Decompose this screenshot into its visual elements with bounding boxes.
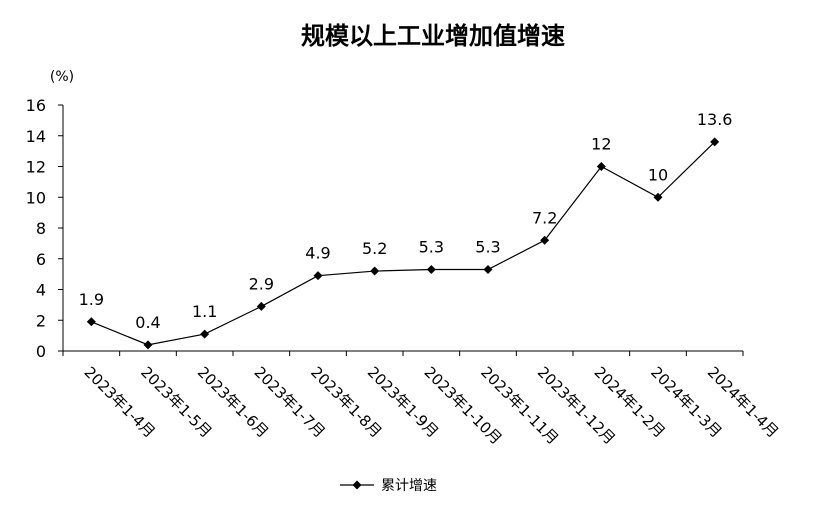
data-point bbox=[313, 271, 323, 281]
data-label: 10 bbox=[648, 165, 668, 184]
y-tick-label: 6 bbox=[36, 250, 46, 269]
legend-marker-icon bbox=[352, 480, 362, 490]
y-tick-label: 12 bbox=[26, 158, 46, 177]
y-tick-label: 10 bbox=[26, 188, 46, 207]
series-cumulative-growth bbox=[86, 137, 720, 350]
y-axis-unit: (%) bbox=[50, 69, 74, 85]
data-point bbox=[256, 301, 266, 311]
data-point bbox=[596, 162, 606, 171]
data-point bbox=[426, 265, 436, 275]
data-labels: 1.9 0.4 1.1 2.9 4.9 5.2 5.3 5.3 7.2 12 10 13.6 bbox=[79, 110, 733, 332]
legend: 累计增速 bbox=[340, 478, 437, 494]
data-label: 5.2 bbox=[362, 239, 387, 258]
y-tick-label: 8 bbox=[36, 219, 46, 238]
chart-title: 规模以上工业增加值增速 bbox=[301, 21, 565, 50]
y-tick-labels: 0 2 4 6 8 10 12 14 16 bbox=[26, 96, 46, 361]
y-tick-label: 14 bbox=[26, 127, 46, 146]
axes bbox=[58, 104, 744, 356]
data-label: 7.2 bbox=[532, 208, 557, 227]
series-line bbox=[91, 141, 716, 346]
data-point bbox=[200, 329, 210, 339]
data-point bbox=[653, 192, 663, 202]
data-point bbox=[710, 137, 720, 147]
x-tick-labels: 2023年1-4月2023年1-5月2023年1-6月2023年1-7月2023… bbox=[81, 363, 783, 448]
data-point bbox=[483, 265, 493, 275]
data-point bbox=[86, 317, 96, 327]
data-label: 1.1 bbox=[192, 302, 217, 321]
data-point bbox=[540, 235, 550, 245]
data-point bbox=[370, 266, 380, 276]
data-label: 5.3 bbox=[475, 238, 500, 257]
data-label: 4.9 bbox=[305, 244, 330, 263]
data-point bbox=[143, 340, 153, 350]
data-label: 5.3 bbox=[419, 238, 444, 257]
data-label: 1.9 bbox=[79, 290, 104, 309]
data-label: 0.4 bbox=[135, 313, 160, 332]
data-label: 13.6 bbox=[697, 110, 733, 129]
data-label: 2.9 bbox=[249, 274, 274, 293]
data-label: 12 bbox=[591, 135, 611, 154]
y-tick-label: 0 bbox=[36, 342, 46, 361]
y-tick-label: 16 bbox=[26, 96, 46, 115]
legend-label: 累计增速 bbox=[381, 478, 437, 494]
y-tick-label: 2 bbox=[36, 311, 46, 330]
y-tick-label: 4 bbox=[36, 281, 46, 300]
